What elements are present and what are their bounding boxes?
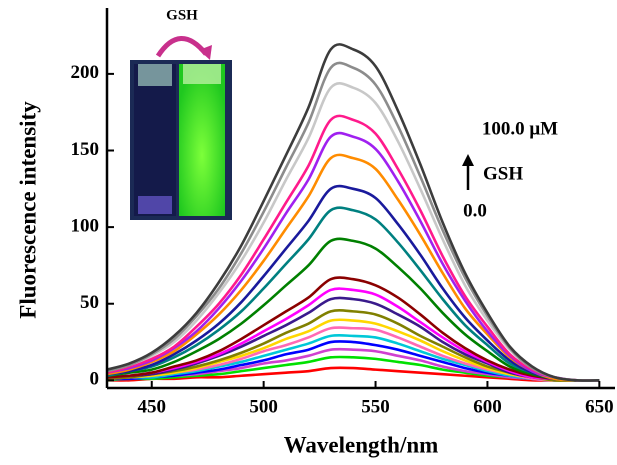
- y-tick-label: 150: [71, 139, 100, 160]
- x-axis-title: Wavelength/nm: [284, 432, 439, 457]
- spectrum-line: [106, 114, 600, 382]
- spectrum-line: [106, 237, 600, 382]
- x-tick-label: 450: [138, 396, 167, 417]
- annotation: 0.0: [463, 200, 487, 221]
- y-tick-label: 100: [71, 215, 100, 236]
- y-tick-label: 200: [71, 62, 100, 83]
- annotation-arrowhead: [462, 154, 474, 166]
- spectrum-line: [106, 206, 600, 382]
- inset-photo: [130, 36, 232, 220]
- x-tick-label: 550: [361, 396, 390, 417]
- spectrum-line: [106, 366, 600, 382]
- y-axis-title: Fluorescence intensity: [15, 101, 40, 319]
- spectrum-line: [106, 184, 600, 382]
- spectrum-line: [106, 43, 600, 382]
- annotation: 100.0 μM: [482, 118, 558, 139]
- x-tick-label: 600: [473, 396, 502, 417]
- spectrum-line: [106, 287, 600, 382]
- spectrum-line: [106, 276, 600, 382]
- y-tick-label: 0: [90, 369, 100, 390]
- x-tick-label: 500: [249, 396, 278, 417]
- y-tick-label: 50: [80, 292, 99, 313]
- annotation: GSH: [483, 163, 523, 184]
- inset-label: GSH: [166, 7, 198, 23]
- x-tick-label: 650: [585, 396, 614, 417]
